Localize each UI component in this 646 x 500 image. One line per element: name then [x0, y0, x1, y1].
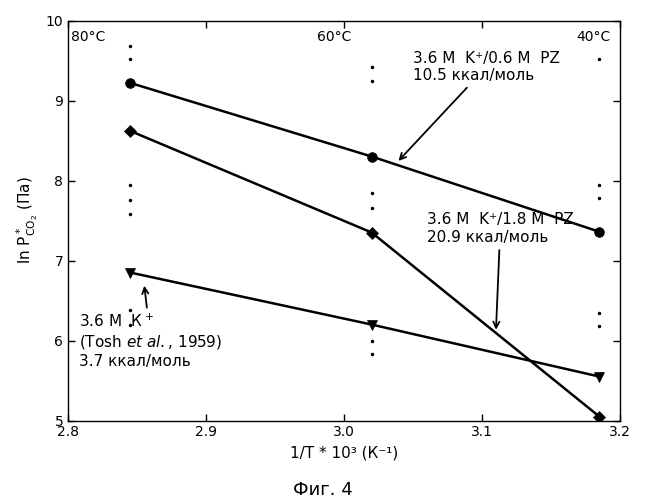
Text: 40°C: 40°C	[576, 30, 610, 44]
X-axis label: 1/T * 10³ (К⁻¹): 1/T * 10³ (К⁻¹)	[290, 445, 398, 460]
Text: 3.6 М  К$^+$
(Tosh $\it{et\ al.}$, 1959)
3.7 ккал/моль: 3.6 М К$^+$ (Tosh $\it{et\ al.}$, 1959) …	[79, 288, 222, 368]
Text: 80°C: 80°C	[71, 30, 105, 44]
Text: 3.6 М  K⁺/1.8 М  PZ
20.9 ккал/моль: 3.6 М K⁺/1.8 М PZ 20.9 ккал/моль	[427, 212, 574, 328]
Text: 3.6 М  K⁺/0.6 М  PZ
10.5 ккал/моль: 3.6 М K⁺/0.6 М PZ 10.5 ккал/моль	[400, 50, 560, 160]
Y-axis label: ln $\mathrm{P_{CO_2}^*}$ (Па): ln $\mathrm{P_{CO_2}^*}$ (Па)	[15, 176, 40, 264]
Text: Фиг. 4: Фиг. 4	[293, 481, 353, 499]
Text: 60°C: 60°C	[317, 30, 351, 44]
